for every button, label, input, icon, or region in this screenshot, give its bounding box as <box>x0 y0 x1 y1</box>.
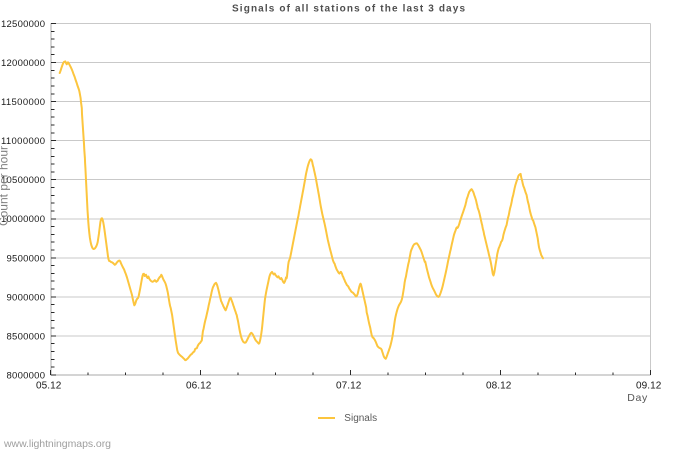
svg-text:06.12: 06.12 <box>186 380 212 391</box>
svg-text:9500000: 9500000 <box>7 253 46 264</box>
svg-text:08.12: 08.12 <box>486 380 512 391</box>
svg-text:8500000: 8500000 <box>7 331 46 342</box>
svg-text:09.12: 09.12 <box>636 380 662 391</box>
svg-text:05.12: 05.12 <box>36 380 62 391</box>
svg-text:Day: Day <box>627 392 648 404</box>
svg-text:Count per hour: Count per hour <box>0 146 11 226</box>
svg-text:10000000: 10000000 <box>1 214 45 225</box>
svg-text:11000000: 11000000 <box>1 136 45 147</box>
svg-text:10500000: 10500000 <box>1 175 45 186</box>
svg-text:9000000: 9000000 <box>7 292 46 303</box>
svg-text:www.lightningmaps.org: www.lightningmaps.org <box>3 438 111 450</box>
svg-text:8000000: 8000000 <box>7 370 46 381</box>
svg-text:Signals of all stations of the: Signals of all stations of the last 3 da… <box>232 4 465 15</box>
svg-text:12500000: 12500000 <box>1 19 45 30</box>
svg-text:11500000: 11500000 <box>1 97 45 108</box>
svg-text:Signals: Signals <box>344 413 377 424</box>
svg-text:07.12: 07.12 <box>336 380 362 391</box>
svg-text:12000000: 12000000 <box>1 58 45 69</box>
